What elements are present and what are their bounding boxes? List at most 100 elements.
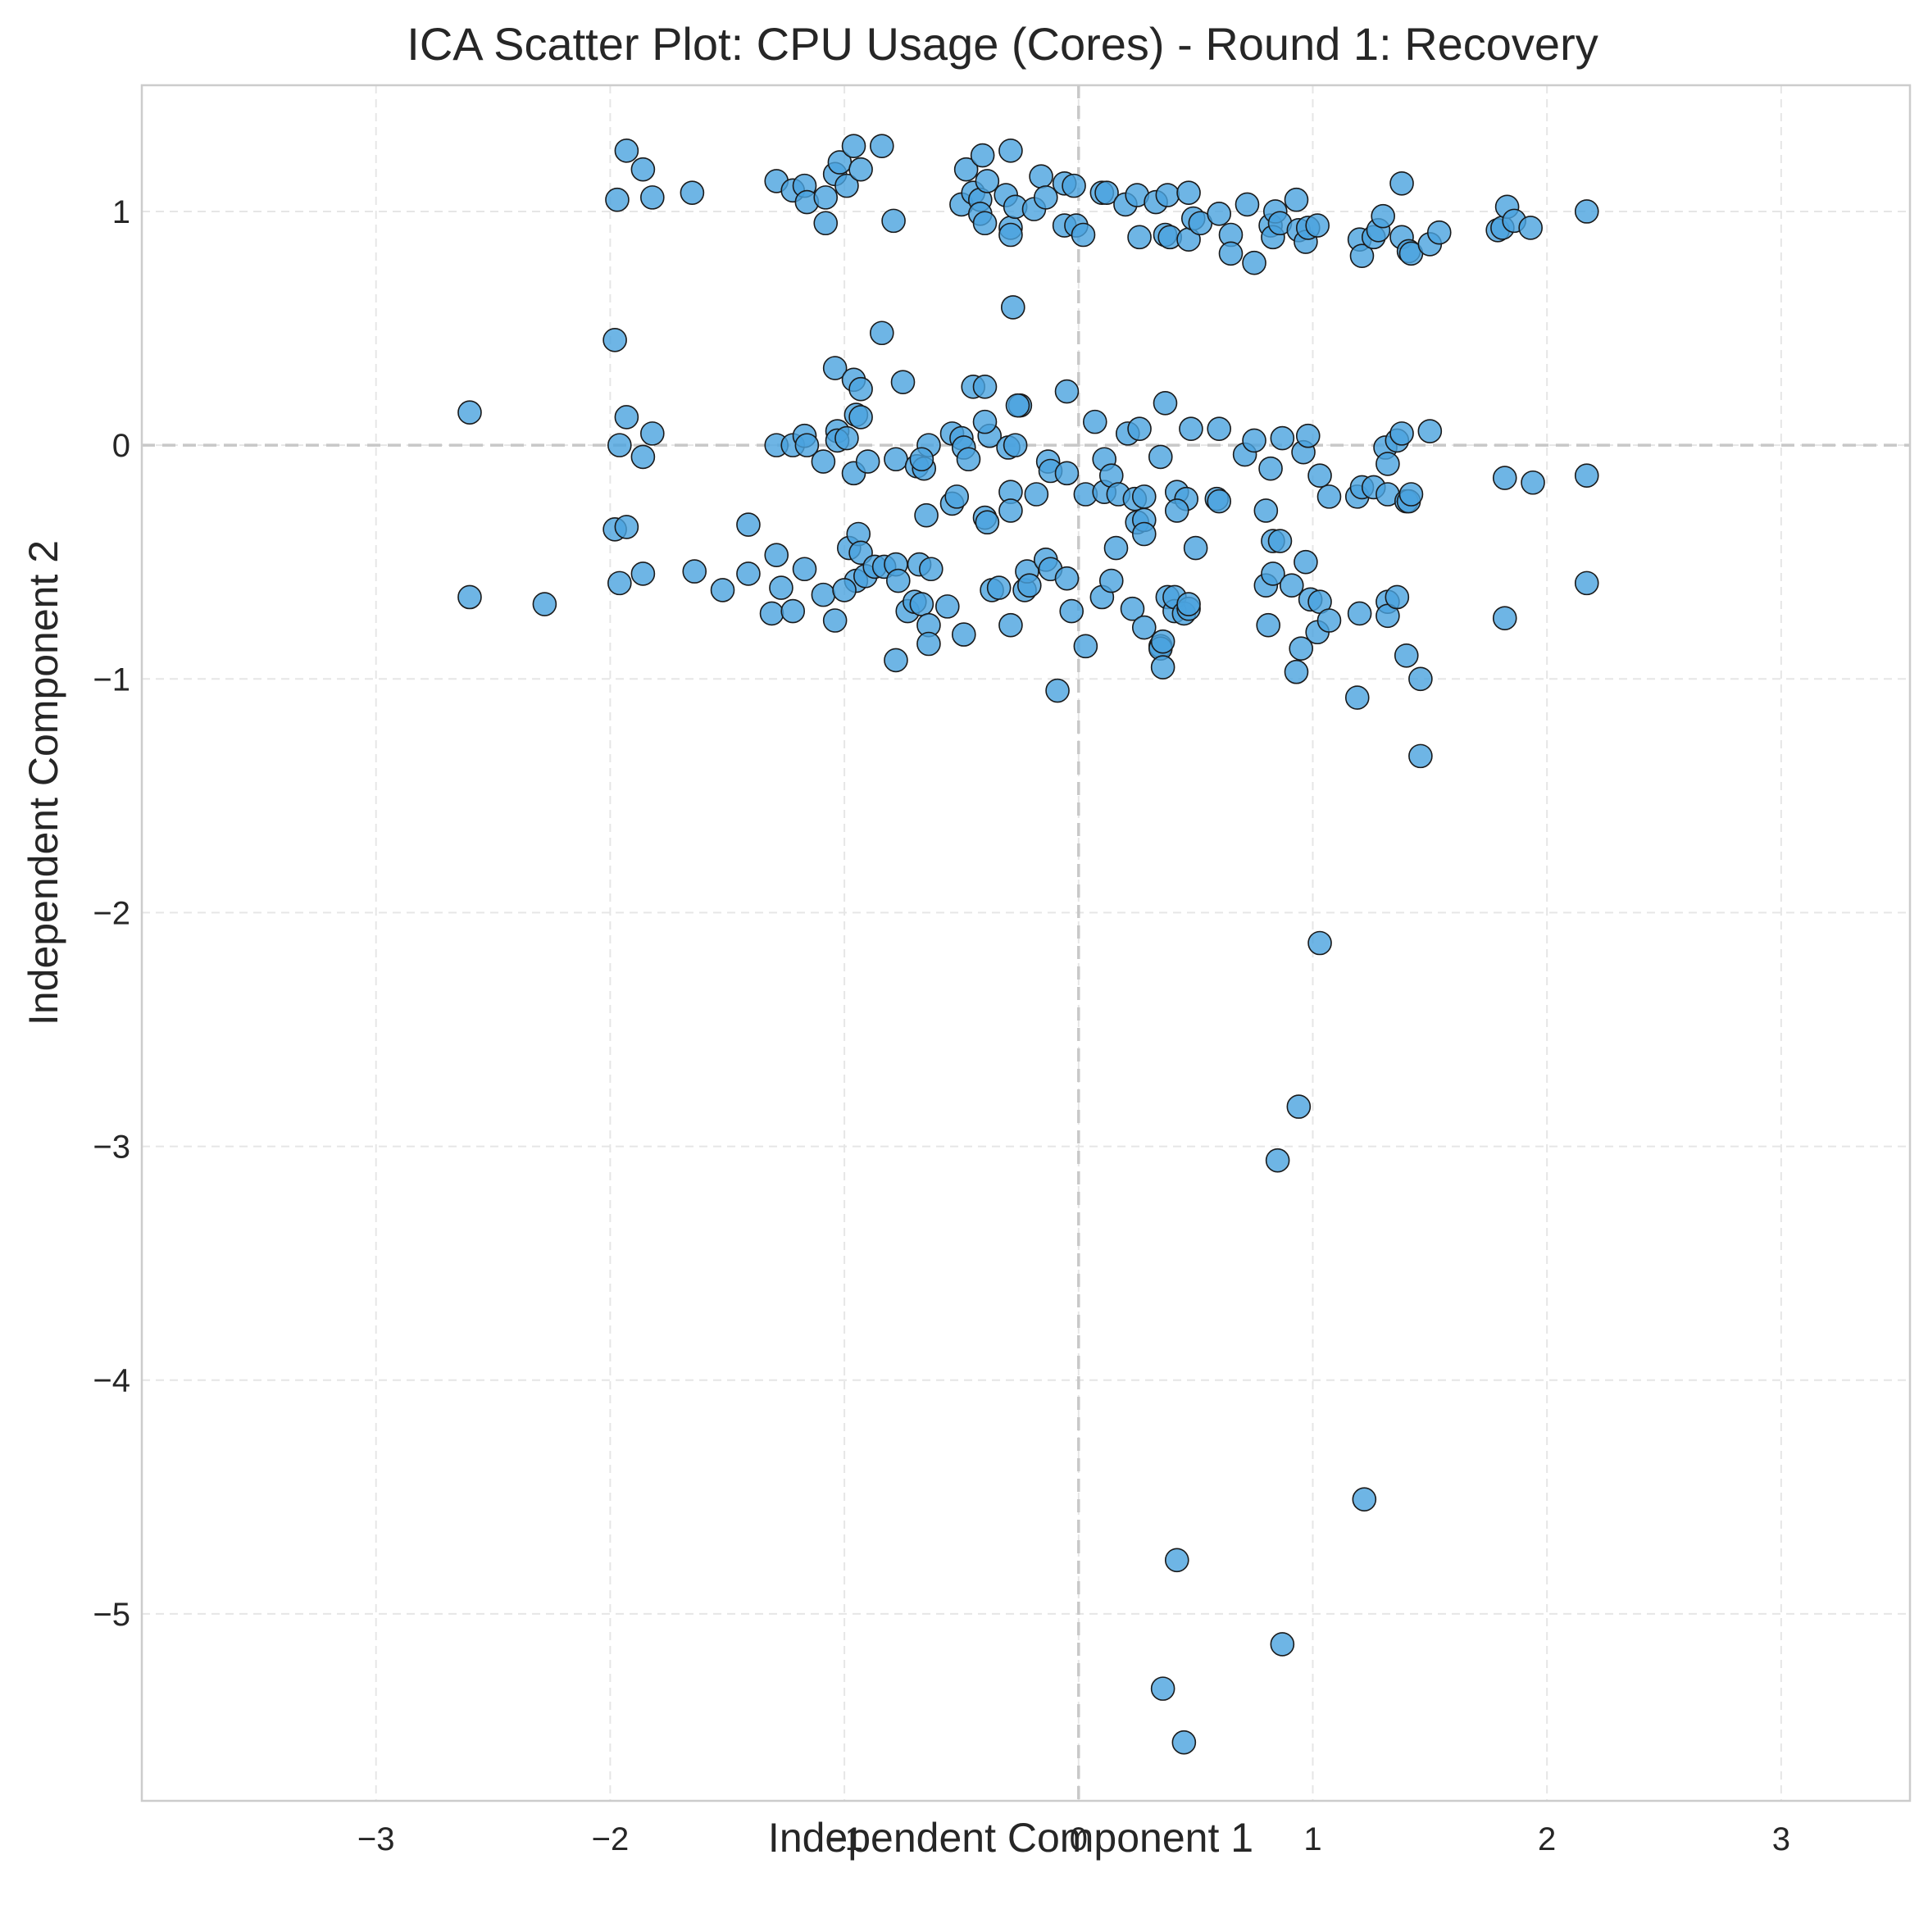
scatter-point	[1127, 416, 1152, 441]
scatter-point	[1120, 596, 1145, 621]
scatter-point	[822, 608, 848, 633]
scatter-point	[975, 510, 1000, 535]
scatter-point	[885, 568, 911, 593]
scatter-point	[1207, 202, 1231, 226]
scatter-point	[881, 208, 906, 234]
scatter-point	[1179, 416, 1203, 441]
scatter-point	[1316, 484, 1342, 509]
scatter-point	[848, 376, 873, 402]
scatter-point	[998, 498, 1023, 523]
scatter-point	[1408, 666, 1433, 692]
scatter-point	[1033, 185, 1058, 210]
scatter-point	[1307, 463, 1332, 489]
scatter-point	[607, 571, 632, 596]
y-tick-labels: −5 −4 −3 −2 −1 0 1	[93, 194, 130, 1633]
scatter-point	[813, 185, 839, 210]
scatter-point	[1316, 608, 1342, 633]
scatter-point	[1103, 535, 1129, 561]
scatter-point	[614, 139, 639, 163]
scatter-point	[813, 211, 839, 236]
scatter-point	[869, 320, 894, 346]
scatter-point	[1258, 456, 1283, 481]
scatter-point	[1261, 561, 1285, 586]
scatter-point	[1518, 216, 1543, 240]
scatter-point	[834, 173, 859, 198]
scatter-point	[1045, 678, 1070, 703]
scatter-point	[848, 405, 873, 430]
scatter-point	[1398, 482, 1424, 507]
scatter-point	[532, 592, 557, 616]
scatter-point	[1492, 466, 1517, 490]
scatter-point	[1005, 393, 1030, 418]
scatter-point	[1071, 222, 1096, 248]
scatter-point	[1207, 489, 1231, 514]
x-tick-label: −2	[592, 1821, 630, 1857]
scatter-point	[614, 515, 639, 539]
scatter-point	[764, 543, 789, 567]
scatter-point	[769, 575, 793, 600]
scatter-point	[884, 648, 908, 673]
scatter-point	[1153, 391, 1178, 416]
scatter-point	[1371, 203, 1395, 229]
scatter-point	[1284, 659, 1309, 684]
scatter-point	[1054, 379, 1080, 404]
scatter-point	[605, 187, 630, 212]
scatter-point	[736, 512, 761, 537]
scatter-point	[1131, 521, 1157, 547]
scatter-point	[1408, 743, 1433, 769]
data-points	[457, 134, 1599, 1755]
y-tick-label: 1	[112, 194, 130, 230]
scatter-point	[1016, 573, 1042, 598]
scatter-point	[792, 557, 817, 582]
scatter-point	[890, 370, 916, 394]
scatter-point	[1574, 571, 1599, 596]
scatter-point	[1073, 634, 1098, 659]
scatter-point	[1054, 461, 1080, 486]
scatter-point	[1521, 470, 1545, 495]
scatter-point	[780, 598, 806, 624]
scatter-point	[1279, 573, 1304, 598]
scatter-point	[682, 559, 707, 584]
scatter-point	[834, 425, 859, 451]
scatter-point	[1267, 529, 1293, 553]
y-tick-label: −4	[93, 1363, 130, 1399]
scatter-point	[884, 447, 908, 472]
scatter-point	[1155, 183, 1180, 207]
scatter-point	[1150, 1676, 1175, 1701]
scatter-point	[1394, 643, 1419, 668]
scatter-point	[1171, 1730, 1197, 1755]
scatter-point	[1054, 566, 1080, 591]
scatter-point	[1289, 636, 1313, 661]
y-tick-label: −2	[93, 895, 130, 931]
scatter-point	[1024, 482, 1049, 507]
x-tick-label: −1	[825, 1821, 863, 1857]
scatter-point	[1082, 409, 1107, 434]
scatter-point	[1218, 241, 1244, 266]
scatter-point	[1574, 199, 1599, 224]
scatter-point	[811, 449, 836, 474]
scatter-point	[1389, 170, 1414, 196]
scatter-point	[1574, 463, 1599, 489]
scatter-point	[1003, 433, 1028, 457]
scatter-point	[953, 157, 979, 182]
scatter-point	[811, 582, 836, 607]
x-tick-label: 3	[1772, 1821, 1790, 1857]
scatter-point	[970, 143, 995, 168]
scatter-point	[1417, 419, 1443, 443]
x-tick-label: −3	[357, 1821, 395, 1857]
scatter-point	[640, 185, 665, 210]
scatter-point	[975, 169, 1000, 193]
scatter-point	[794, 433, 820, 457]
scatter-point	[630, 444, 656, 470]
y-tick-label: −1	[93, 661, 130, 698]
scatter-point	[1265, 1148, 1290, 1173]
scatter-point	[998, 139, 1023, 163]
scatter-point	[1305, 213, 1330, 238]
scatter-point	[1150, 629, 1175, 654]
scatter-point	[869, 134, 894, 158]
chart-title: ICA Scatter Plot: CPU Usage (Cores) - Ro…	[407, 18, 1598, 70]
scatter-point	[1294, 549, 1318, 575]
y-tick-label: −3	[93, 1130, 130, 1166]
scatter-point	[607, 433, 632, 457]
scatter-point	[972, 409, 998, 434]
